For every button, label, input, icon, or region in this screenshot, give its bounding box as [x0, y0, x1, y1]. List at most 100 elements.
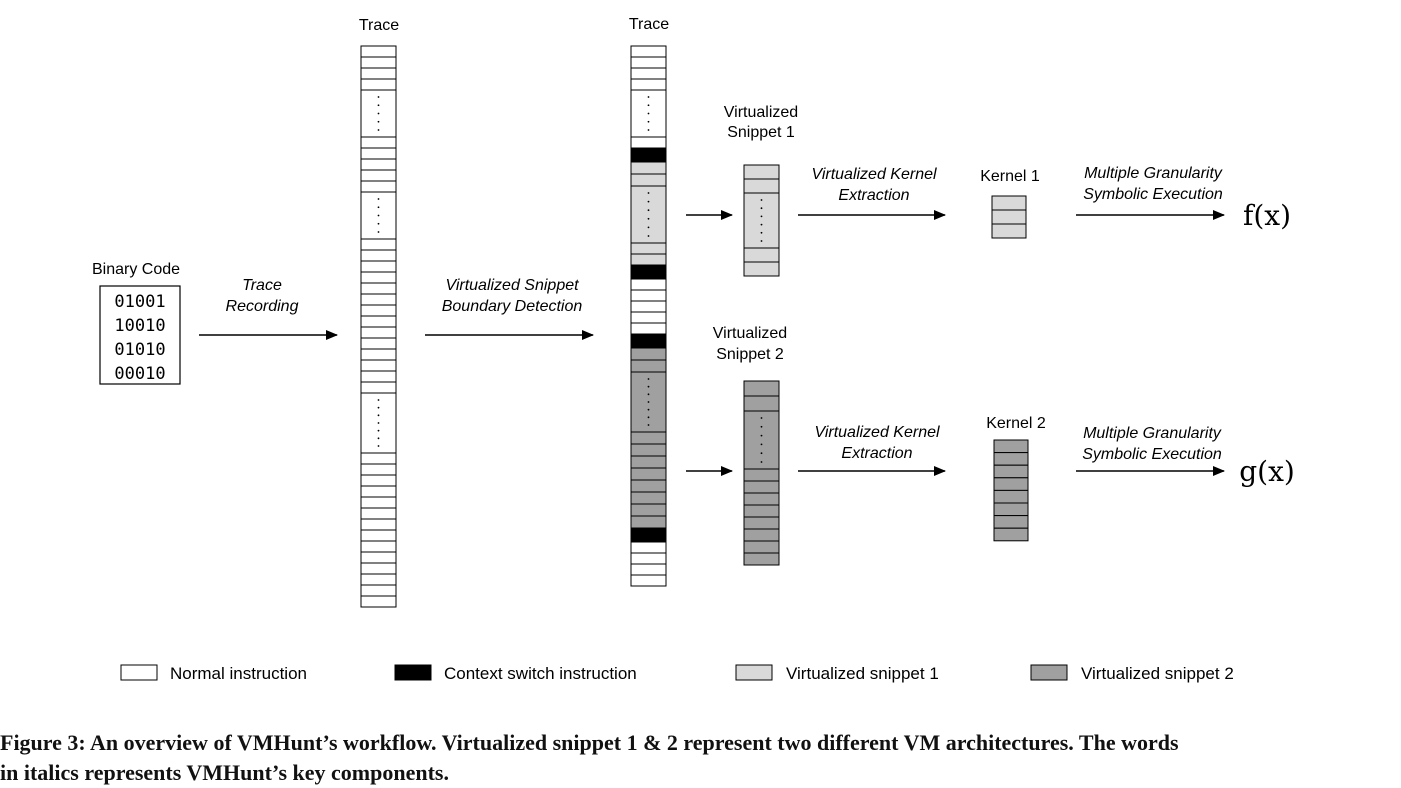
instruction-cell — [360, 496, 397, 509]
ellipsis-dot — [760, 199, 763, 201]
instruction-cell — [360, 147, 397, 160]
instruction-cell — [360, 359, 397, 372]
legend-label-normal: Normal instruction — [170, 664, 307, 683]
snippet-1-title-line-2: Snippet 1 — [727, 124, 795, 141]
instruction-cell — [360, 381, 397, 394]
instruction-cell — [993, 452, 1029, 466]
ellipsis-dot — [647, 209, 650, 212]
ellipsis-dot — [647, 112, 650, 115]
instruction-cell — [991, 195, 1027, 211]
instruction-cell — [360, 595, 397, 608]
instruction-cell — [743, 261, 780, 277]
instruction-cell — [360, 293, 397, 306]
instruction-cell — [360, 169, 397, 182]
instruction-cell — [360, 562, 397, 575]
instruction-cell — [360, 463, 397, 476]
symbolic-execution-1-label-line-2: Symbolic Execution — [1083, 186, 1223, 203]
instruction-cell — [630, 359, 667, 373]
ellipsis-dot — [377, 231, 380, 233]
ellipsis-dot — [377, 222, 380, 225]
boundary-detection-label-line-2: Boundary Detection — [442, 298, 583, 315]
instruction-cell — [630, 147, 667, 163]
instruction-cell — [360, 337, 397, 350]
instruction-cell — [630, 563, 667, 576]
instruction-cell — [630, 443, 667, 457]
ellipsis-dot — [647, 408, 650, 411]
instruction-cell — [630, 242, 667, 255]
ellipsis-dot — [377, 129, 380, 131]
instruction-cell — [360, 260, 397, 273]
instruction-cell — [743, 164, 780, 180]
instruction-cell — [630, 527, 667, 543]
instruction-cell — [360, 282, 397, 295]
instruction-cell — [630, 45, 667, 58]
instruction-cell — [630, 136, 667, 149]
instruction-cell — [630, 173, 667, 187]
instruction-cell — [630, 311, 667, 324]
instruction-cell — [360, 348, 397, 361]
legend-swatch-context-switch — [394, 664, 432, 681]
binary-line-1: 01001 — [114, 292, 165, 312]
ellipsis-dot — [647, 393, 650, 396]
instruction-cell — [360, 540, 397, 553]
ellipsis-dot — [760, 461, 763, 463]
ellipsis-dot — [377, 96, 380, 98]
ellipsis-dot — [760, 452, 763, 455]
instruction-cell — [630, 300, 667, 313]
ellipsis-dot — [760, 240, 763, 242]
ellipsis-dot — [377, 214, 380, 217]
ellipsis-dot — [377, 414, 380, 417]
ellipsis-dot — [377, 429, 380, 432]
trace-2-column — [630, 45, 667, 587]
instruction-cell — [630, 574, 667, 587]
instruction-cell — [630, 264, 667, 280]
instruction-cell — [360, 584, 397, 597]
legend-swatch-snippet-1 — [735, 664, 773, 681]
ellipsis-dot — [647, 385, 650, 388]
figure-caption: Figure 3: An overview of VMHunt’s workfl… — [0, 728, 1401, 788]
instruction-cell — [630, 161, 667, 175]
instruction-cell — [360, 507, 397, 520]
instruction-cell — [360, 452, 397, 465]
ellipsis-dot — [647, 104, 650, 107]
instruction-cell — [743, 552, 780, 566]
ellipsis-dot — [760, 215, 763, 218]
trace-2-title: Trace — [629, 16, 669, 33]
binary-line-3: 01010 — [114, 340, 165, 360]
ellipsis-dot — [377, 206, 380, 209]
binary-line-4: 00010 — [114, 364, 165, 384]
ellipsis-dot — [647, 235, 650, 237]
instruction-cell — [630, 289, 667, 302]
instruction-cell — [630, 253, 667, 266]
instruction-cell — [630, 515, 667, 529]
snippet-1-column — [743, 164, 780, 277]
ellipsis-dot — [647, 192, 650, 194]
instruction-cell — [360, 249, 397, 262]
legend-label-context-switch: Context switch instruction — [444, 664, 637, 683]
instruction-cell — [743, 395, 780, 412]
instruction-cell — [360, 573, 397, 586]
instruction-cell — [743, 540, 780, 554]
ellipsis-dot — [760, 434, 763, 437]
instruction-cell — [743, 247, 780, 263]
instruction-cell — [360, 315, 397, 328]
instruction-cell — [360, 370, 397, 383]
instruction-cell — [360, 304, 397, 317]
instruction-cell — [743, 380, 780, 397]
instruction-cell — [630, 278, 667, 291]
ellipsis-dot — [760, 417, 763, 419]
instruction-cell — [360, 78, 397, 91]
instruction-cell — [360, 136, 397, 149]
ellipsis-dot — [647, 424, 650, 426]
instruction-cell — [630, 467, 667, 481]
ellipsis-dot — [377, 406, 380, 409]
output-g: g(x) — [1239, 455, 1295, 488]
instruction-cell — [993, 527, 1029, 542]
instruction-cell — [993, 502, 1029, 517]
instruction-cell — [991, 223, 1027, 239]
instruction-cell — [743, 528, 780, 542]
kernel-1-title: Kernel 1 — [980, 168, 1040, 185]
instruction-cell — [360, 158, 397, 171]
snippet-1-title-line-1: Virtualized — [724, 104, 798, 121]
instruction-cell — [360, 529, 397, 542]
